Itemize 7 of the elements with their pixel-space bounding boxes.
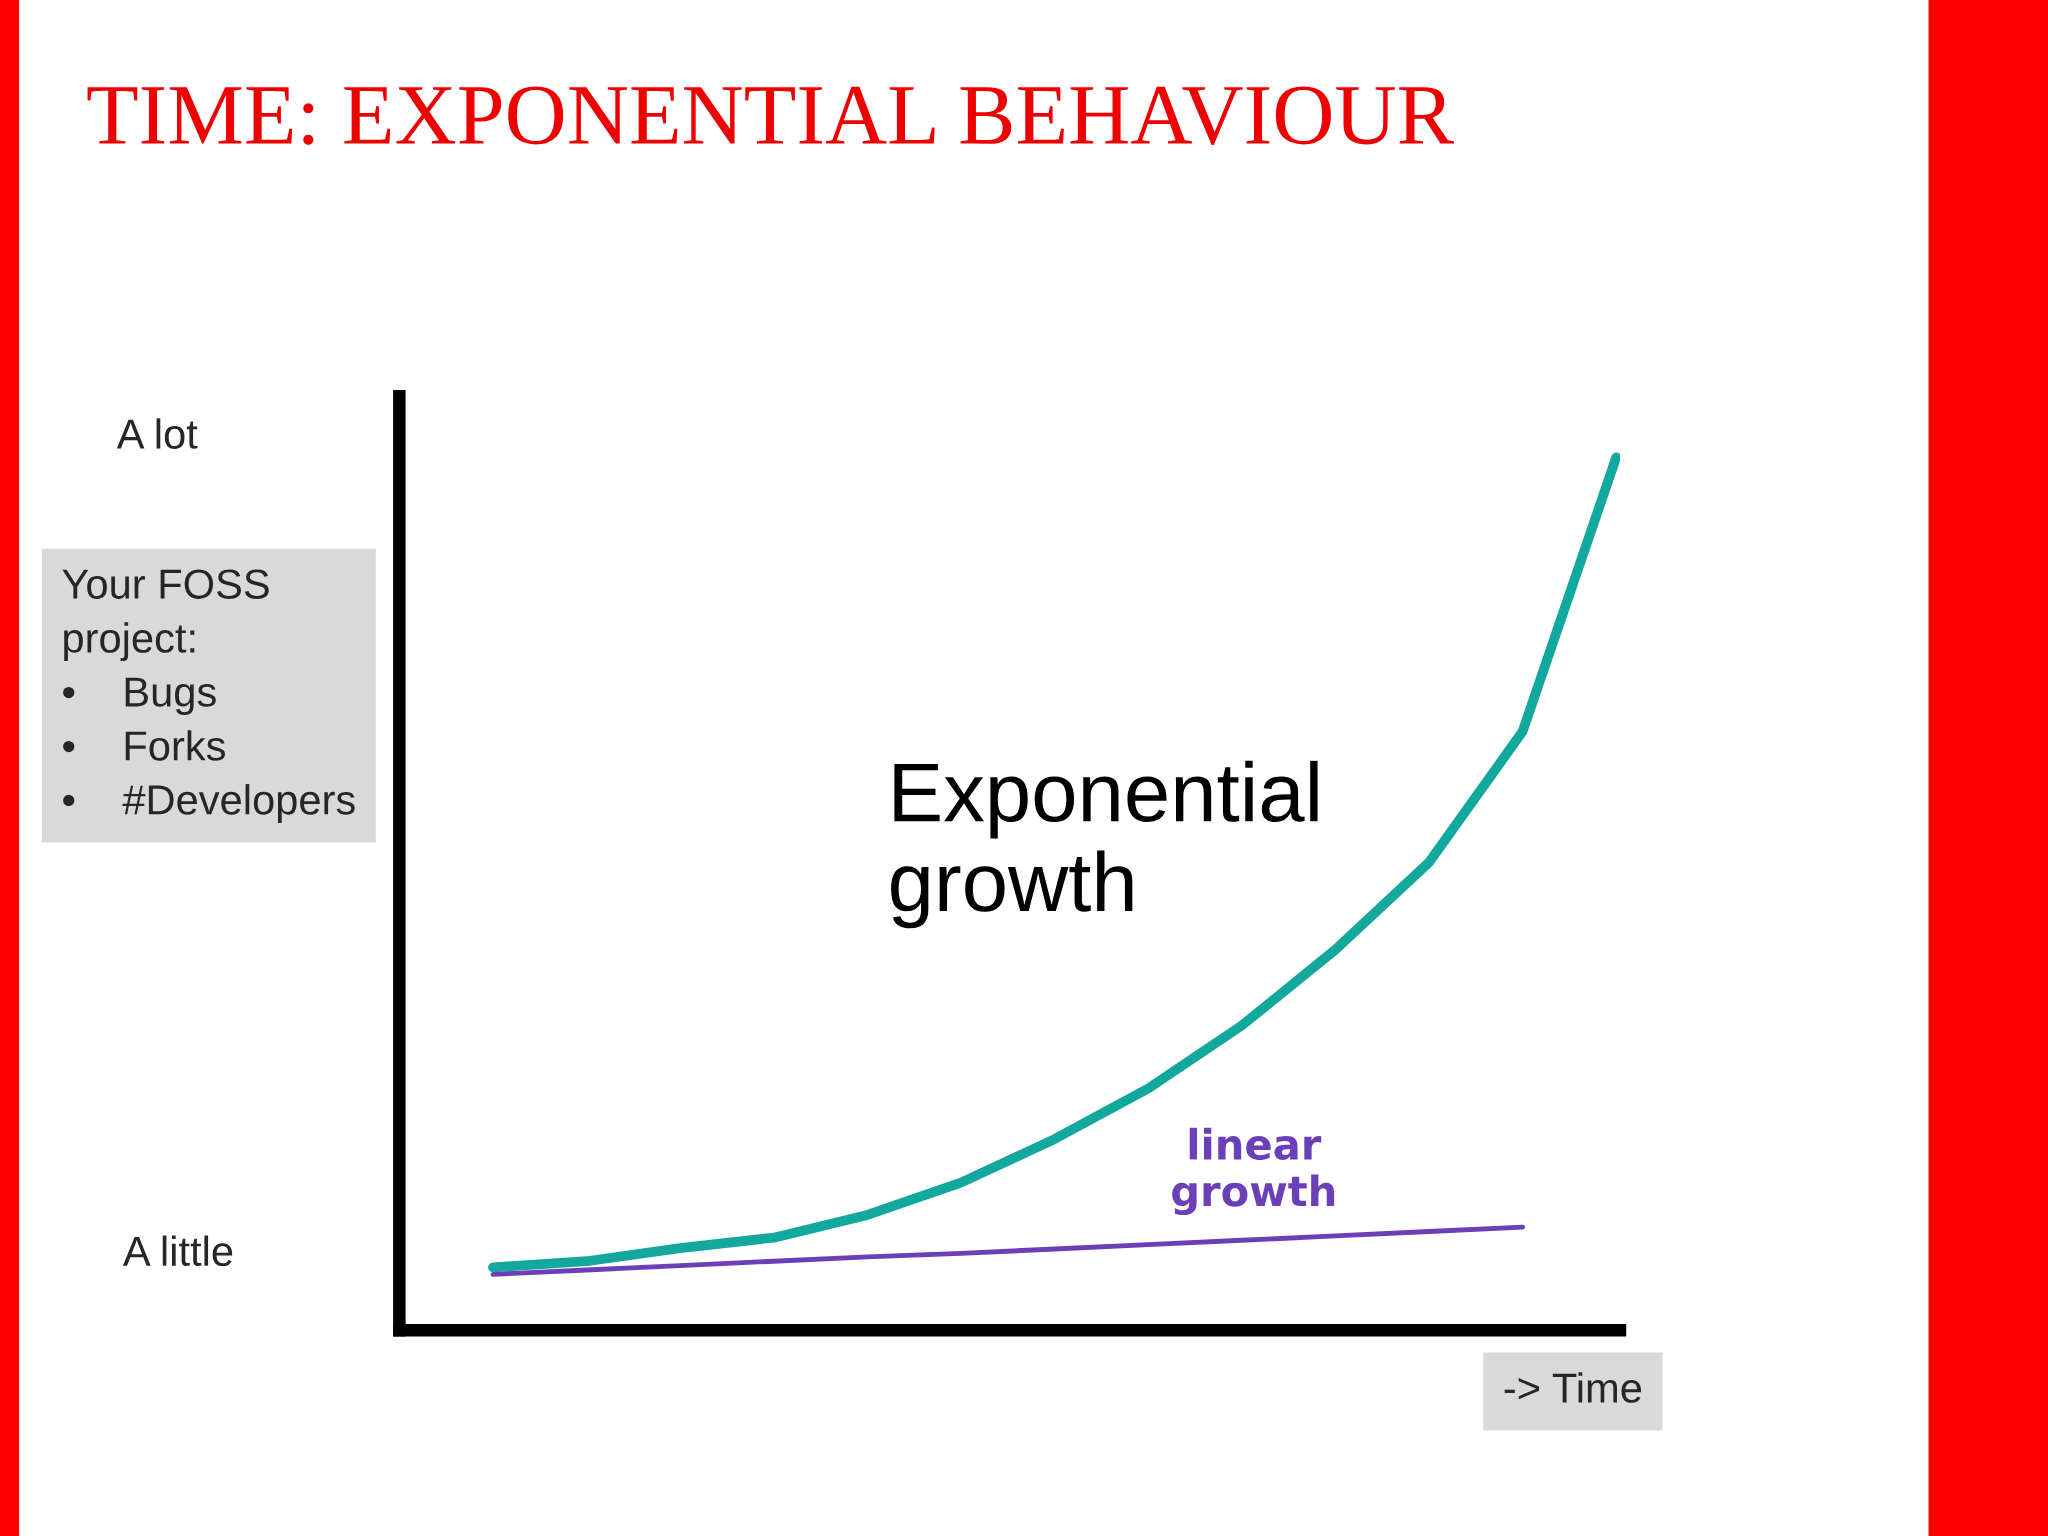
chart-title: TIME: EXPONENTIAL BEHAVIOUR <box>87 86 1454 145</box>
text: A lot <box>116 418 198 449</box>
x-axis-title: -> Time <box>1504 1372 1642 1403</box>
series-label: linear growth <box>1172 1127 1335 1216</box>
series-label: Exponential growth <box>891 760 1318 929</box>
text: A little <box>122 1235 233 1267</box>
y-axis-title: Your FOSS project: • Bugs • Forks • #Developers <box>62 569 355 823</box>
